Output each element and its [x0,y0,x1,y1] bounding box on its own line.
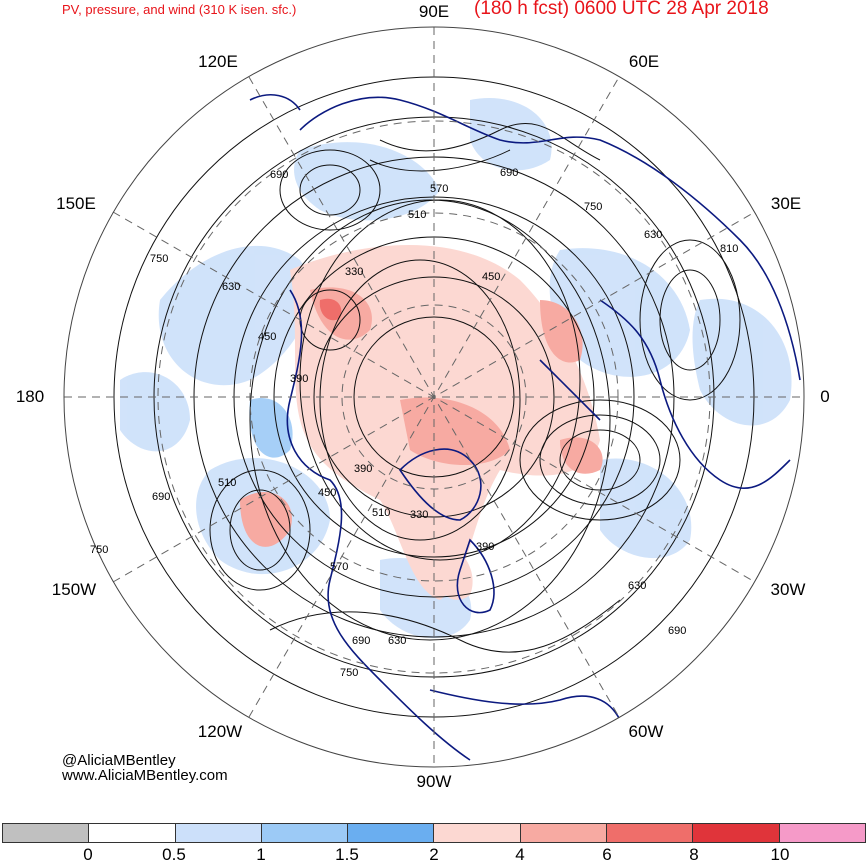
map-boundary [63,26,805,768]
legend-swatch [434,824,521,842]
lon-label-90w: 90W [416,772,452,791]
map-subtitle: PV, pressure, and wind (310 K isen. sfc.… [62,2,297,17]
lon-label-150w: 150W [51,580,97,599]
contour-label: 750 [340,667,358,679]
contour-label: 570 [430,183,448,195]
lon-label-120w: 120W [197,722,243,741]
contour-label: 630 [628,580,646,592]
pv-high-shading [240,245,603,600]
contour-label: 570 [330,561,348,573]
legend-swatch [348,824,435,842]
lon-label-30w: 30W [770,580,806,599]
coastlines [249,94,801,761]
contour-label: 810 [720,243,738,255]
contour-label: 390 [476,541,494,553]
contour-label: 510 [408,209,426,221]
legend-swatch [89,824,176,842]
legend-label: 0 [83,845,93,864]
map-title: (180 h fcst) 0600 UTC 28 Apr 2018 [474,0,769,19]
contour-label: 750 [584,201,602,213]
contour-label: 390 [354,463,372,475]
legend-swatch [3,824,90,842]
contour-label: 390 [290,373,308,385]
lon-label-180: 180 [15,387,45,406]
contour-label: 510 [372,507,390,519]
legend-label: 1 [256,845,266,864]
lon-label-60e: 60E [628,52,660,71]
legend-label: 2 [429,845,439,864]
contour-label: 450 [318,487,336,499]
lon-label-30e: 30E [770,194,802,213]
color-legend [2,823,866,843]
credit-website: www.AliciaMBentley.com [62,767,228,784]
contour-label: 450 [482,271,500,283]
legend-label: 4 [515,845,525,864]
contour-label: 510 [218,477,236,489]
contour-label: 450 [258,331,276,343]
contour-label: 330 [345,266,363,278]
credit-handle: @AliciaMBentley [62,752,176,769]
lon-label-150e: 150E [56,194,96,213]
contour-label: 630 [644,229,662,241]
contour-labels: 690 570 510 450 330 750 810 630 450 390 … [90,167,738,679]
contour-label: 630 [388,635,406,647]
legend-label: 1.5 [335,845,359,864]
contour-label: 690 [152,491,170,503]
legend-swatch [520,824,608,842]
contour-label: 750 [150,253,168,265]
lon-label-120e: 120E [198,52,238,71]
contour-label: 630 [222,281,240,293]
lon-label-0: 0 [820,387,830,406]
legend-label: 8 [689,845,699,864]
graticule [64,27,804,767]
lon-label-90e: 90E [418,2,450,21]
contour-label: 750 [90,544,108,556]
contour-label: 690 [270,169,288,181]
polar-stereographic-map: 690 570 510 450 330 750 810 630 450 390 … [63,26,805,768]
contour-label: 330 [410,509,428,521]
legend-swatch [779,824,865,842]
legend-swatch [607,824,694,842]
contour-label: 690 [668,625,686,637]
legend-label: 6 [602,845,612,864]
legend-label: 0.5 [162,845,186,864]
lon-label-60w: 60W [628,722,664,741]
contour-label: 690 [500,167,518,179]
legend-swatch [261,824,349,842]
legend-swatch [175,824,262,842]
legend-swatch [693,824,780,842]
contour-label: 690 [352,635,370,647]
legend-label: 10 [770,845,790,864]
